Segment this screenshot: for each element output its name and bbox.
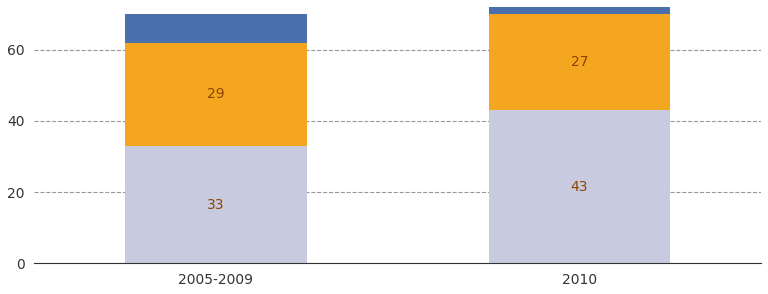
Bar [488,14,670,110]
Bar [125,43,307,146]
Text: 27: 27 [571,55,588,69]
Bar [125,146,307,263]
Text: 43: 43 [571,180,588,194]
Text: 33: 33 [207,198,225,212]
Bar [488,4,670,14]
Text: 29: 29 [207,87,225,101]
Bar [125,14,307,43]
Bar [488,110,670,263]
